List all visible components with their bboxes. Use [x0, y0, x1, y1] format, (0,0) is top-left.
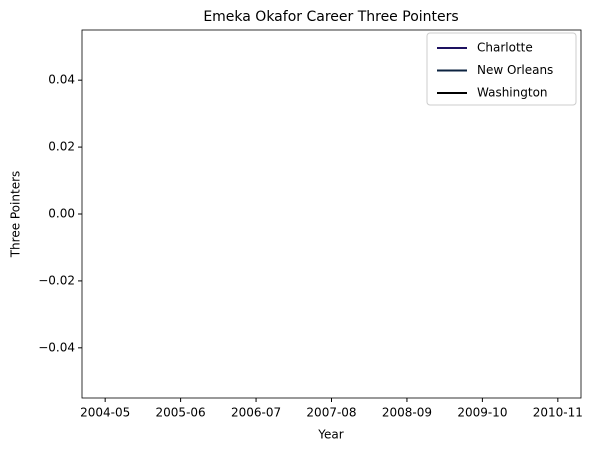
- plot-frame: [81, 29, 582, 399]
- x-tick-label: 2005-06: [156, 406, 206, 420]
- x-tick-label: 2007-08: [306, 406, 356, 420]
- legend-label: Charlotte: [477, 41, 533, 55]
- x-tick-label: 2006-07: [231, 406, 281, 420]
- x-tick-label: 2004-05: [80, 406, 130, 420]
- legend-box: [426, 32, 577, 106]
- y-tick-label: −0.02: [38, 273, 75, 287]
- y-tick-label: 0.00: [48, 207, 75, 221]
- y-axis-label: Three Pointers: [9, 171, 23, 259]
- legend-label: New Orleans: [477, 63, 553, 77]
- legend-label: Washington: [477, 86, 548, 100]
- x-tick-label: 2008-09: [382, 406, 432, 420]
- y-tick-label: 0.04: [48, 73, 75, 87]
- x-axis-label: Year: [317, 428, 343, 442]
- y-tick-label: 0.02: [48, 140, 75, 154]
- x-tick-label: 2009-10: [457, 406, 507, 420]
- x-tick-label: 2010-11: [533, 406, 583, 420]
- chart-title: Emeka Okafor Career Three Pointers: [203, 9, 458, 25]
- y-tick-label: −0.04: [38, 340, 75, 354]
